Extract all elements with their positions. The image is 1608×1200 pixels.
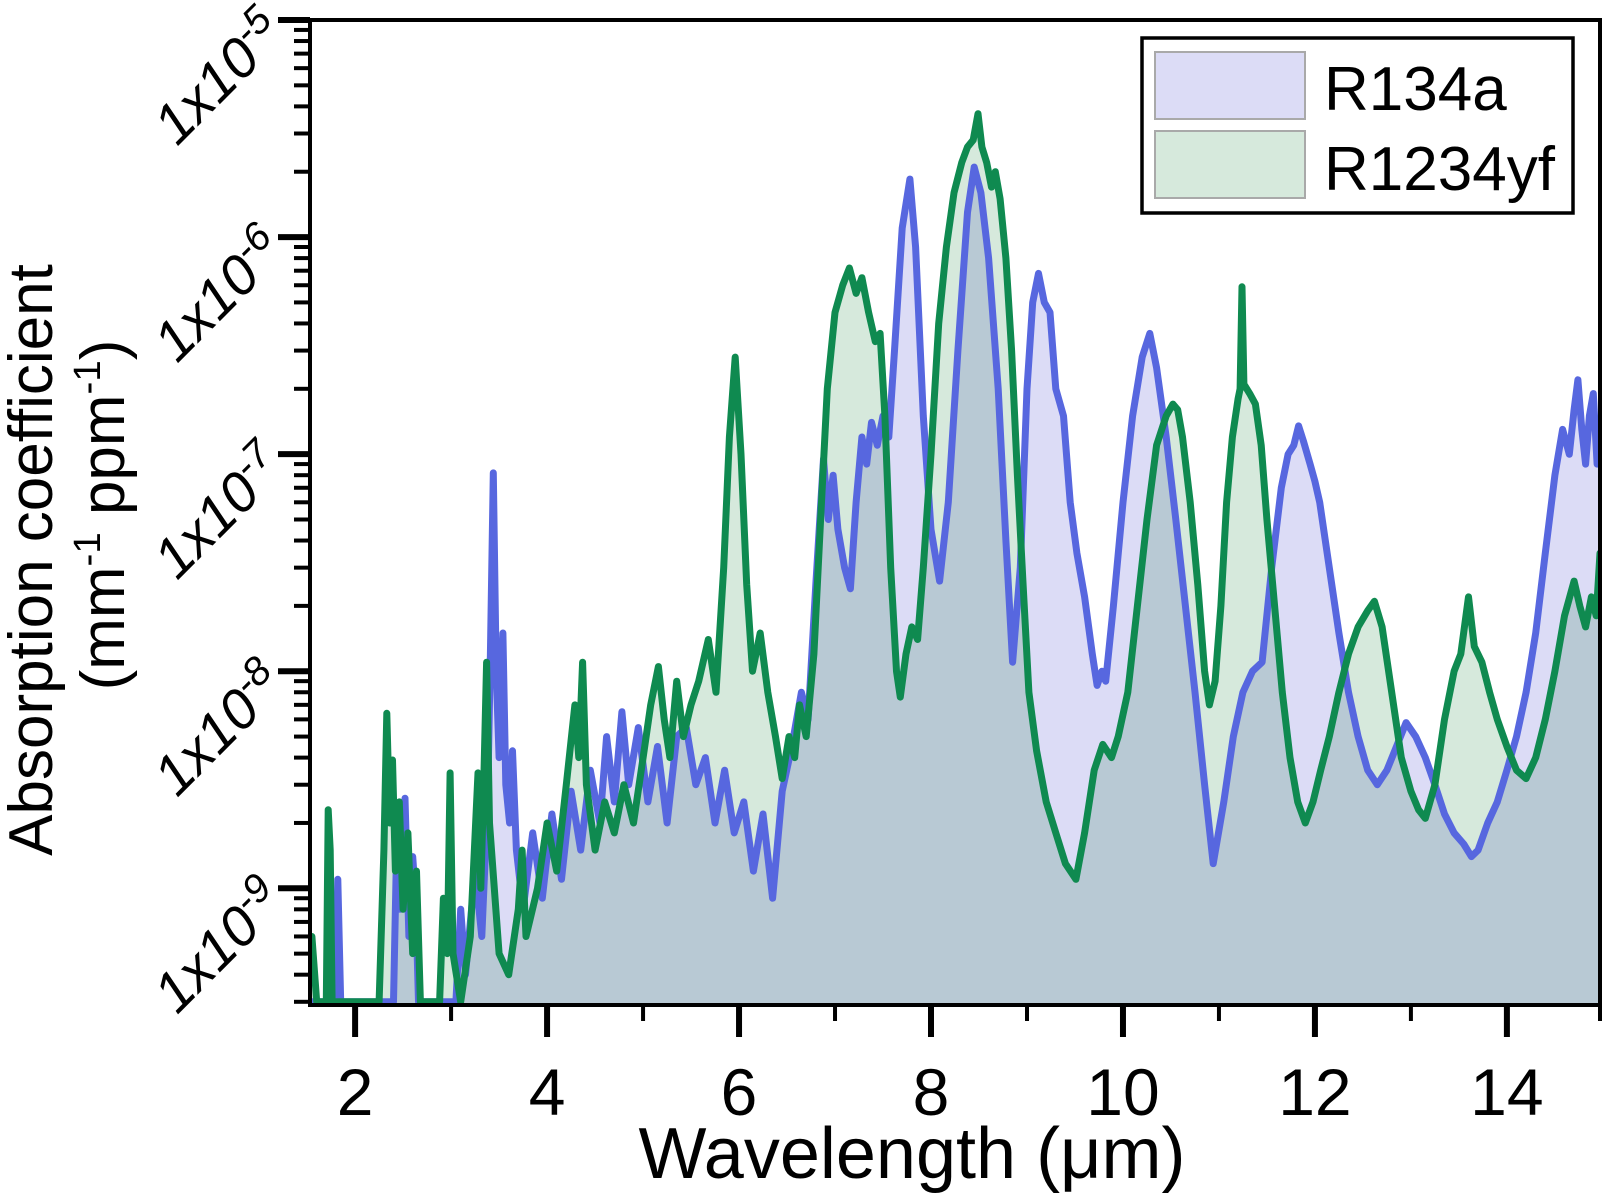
superscript: -1 [66, 360, 109, 394]
x-tick-label-4: 4 [529, 1055, 566, 1129]
y-tick-label-1e-7: 1x10-7 [138, 430, 298, 590]
y-tick-label-1e-6: 1x10-6 [138, 214, 297, 373]
plot-frame [308, 18, 1602, 1007]
y-tick-label-1e-9: 1x10-9 [138, 865, 296, 1023]
axis-ticks [278, 17, 1602, 1037]
y-axis-title-line2: (mm-1 ppm-1) [66, 340, 138, 691]
legend-label-r134a: R134a [1324, 55, 1507, 124]
x-tick-label-6: 6 [721, 1055, 758, 1129]
series-group [310, 110, 1600, 1005]
legend: R134a R1234yf [1140, 36, 1575, 215]
legend-swatch-r1234yf [1154, 130, 1306, 199]
x-tick-label-14: 14 [1470, 1055, 1543, 1129]
r1234yf-line [310, 110, 1600, 1005]
x-tick-label-12: 12 [1278, 1055, 1351, 1129]
r134a-area [310, 167, 1600, 1005]
y-tick-label-1e-5: 1x10-5 [138, 0, 297, 156]
legend-swatch-r134a [1154, 51, 1306, 120]
legend-label-r1234yf: R1234yf [1324, 135, 1556, 204]
x-tick-label-10: 10 [1086, 1055, 1159, 1129]
x-tick-label-8: 8 [913, 1055, 950, 1129]
y-tick-label-1e-8: 1x10-8 [138, 648, 297, 807]
superscript: -1 [66, 532, 109, 566]
x-axis-title: Wavelength (μm) [639, 1114, 1186, 1194]
x-tick-label-2: 2 [337, 1055, 374, 1129]
y-axis-title-line1: Absorption coefficient [0, 264, 66, 856]
